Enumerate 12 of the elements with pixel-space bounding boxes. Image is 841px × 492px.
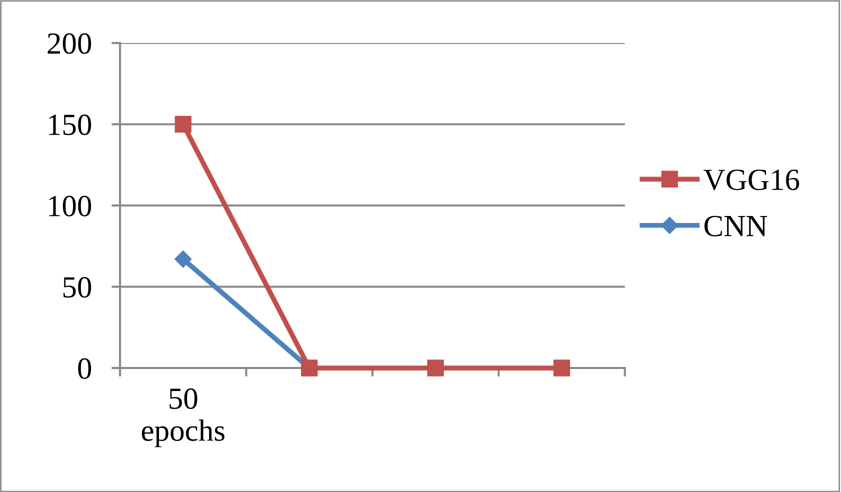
legend-label: VGG16 xyxy=(704,170,800,190)
point xyxy=(553,360,570,376)
point xyxy=(427,360,444,376)
y-tick-label: 100 xyxy=(49,196,92,216)
point xyxy=(174,116,192,133)
legend-label: CNN xyxy=(704,216,768,236)
point xyxy=(174,250,192,268)
y-tick-label: 0 xyxy=(78,358,92,379)
y-tick-label: 200 xyxy=(48,33,92,54)
y-tick-label: 150 xyxy=(49,114,92,136)
x-tick-label: 50 epochs xyxy=(142,388,224,448)
y-tick-label: 50 xyxy=(63,277,92,298)
